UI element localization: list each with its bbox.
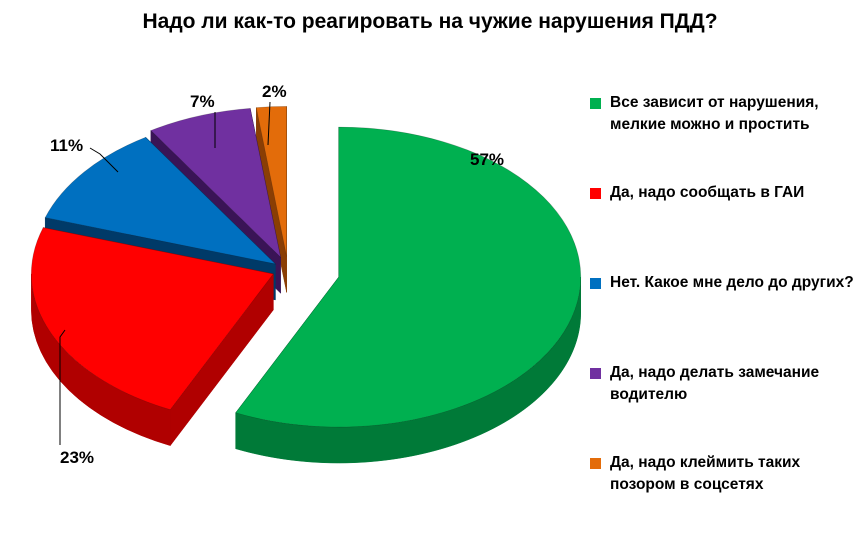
legend-label: Да, надо делать замечание водителю: [610, 364, 820, 403]
pie-slice: [44, 136, 277, 265]
legend-swatch: [590, 278, 601, 289]
legend-label: Да, надо сообщать в ГАИ: [610, 184, 805, 201]
pie-slice: [255, 106, 287, 257]
pie-slice: [235, 126, 581, 428]
leader-line: [59, 329, 66, 445]
legend-item: Да, надо делать замечание водителю: [590, 362, 858, 452]
legend-label: Нет. Какое мне дело до других?: [610, 274, 854, 291]
legend-item: Да, надо сообщать в ГАИ: [590, 182, 858, 272]
legend-swatch: [590, 188, 601, 199]
legend-swatch: [590, 368, 601, 379]
legend-label: Да, надо клеймить таких позором в соцсет…: [610, 454, 801, 493]
legend-item: Нет. Какое мне дело до других?: [590, 272, 858, 362]
legend-swatch: [590, 98, 601, 109]
data-label: 23%: [60, 448, 94, 467]
legend-label: Все зависит от нарушения, мелкие можно и…: [610, 94, 819, 133]
chart-title: Надо ли как-то реагировать на чужие нару…: [142, 10, 718, 33]
pie-slice: [31, 227, 274, 411]
legend-item: Все зависит от нарушения, мелкие можно и…: [590, 92, 858, 182]
data-label: 2%: [262, 82, 287, 101]
legend: Все зависит от нарушения, мелкие можно и…: [590, 92, 858, 542]
legend-swatch: [590, 458, 601, 469]
legend-item: Да, надо клеймить таких позором в соцсет…: [590, 452, 858, 542]
pie-slice: [150, 108, 282, 259]
data-label: 7%: [190, 92, 215, 111]
leader-line: [89, 147, 119, 173]
pie-chart: 57% 23% 11% 7% 2%: [31, 82, 581, 467]
leader-line: [267, 101, 271, 146]
data-label: 11%: [50, 136, 83, 155]
data-label: 57%: [470, 150, 504, 169]
